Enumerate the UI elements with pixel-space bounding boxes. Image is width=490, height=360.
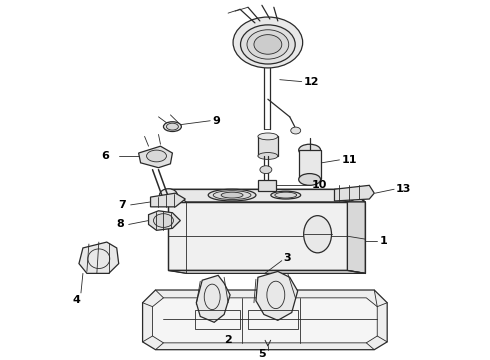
Ellipse shape [291,127,301,134]
Polygon shape [347,202,366,273]
Polygon shape [139,146,172,168]
Text: 9: 9 [212,116,220,126]
Polygon shape [152,298,377,343]
Polygon shape [258,180,276,191]
Ellipse shape [304,216,332,253]
Ellipse shape [159,189,177,202]
Ellipse shape [247,30,289,59]
Polygon shape [79,242,119,273]
Polygon shape [169,202,347,270]
Ellipse shape [213,191,251,199]
Ellipse shape [299,144,320,156]
Polygon shape [335,185,374,201]
Ellipse shape [271,191,301,199]
Ellipse shape [260,166,272,174]
Text: 3: 3 [284,253,292,263]
Text: 4: 4 [73,295,81,305]
Text: 2: 2 [224,335,232,345]
Text: 8: 8 [117,220,124,229]
Polygon shape [169,189,366,202]
Text: 5: 5 [258,348,266,359]
Ellipse shape [241,25,295,64]
Ellipse shape [164,122,181,131]
Ellipse shape [221,192,243,198]
Ellipse shape [339,189,356,202]
Ellipse shape [258,133,278,140]
Polygon shape [148,211,180,230]
Ellipse shape [275,192,297,198]
Text: 6: 6 [101,151,109,161]
Polygon shape [258,136,278,156]
Ellipse shape [208,189,256,201]
Text: 1: 1 [379,236,387,246]
Ellipse shape [299,174,320,185]
Text: 13: 13 [396,184,412,194]
Ellipse shape [153,214,173,228]
Ellipse shape [167,123,178,130]
Polygon shape [150,193,185,207]
Polygon shape [169,270,366,273]
Text: 10: 10 [312,180,327,190]
Ellipse shape [254,35,282,54]
Ellipse shape [258,153,278,159]
Polygon shape [196,275,230,322]
Ellipse shape [147,150,167,162]
Text: 11: 11 [342,155,357,165]
Ellipse shape [233,17,303,68]
Polygon shape [299,150,320,179]
Text: 12: 12 [304,77,319,87]
Polygon shape [143,290,387,350]
Polygon shape [256,271,298,320]
Text: 7: 7 [119,200,126,210]
